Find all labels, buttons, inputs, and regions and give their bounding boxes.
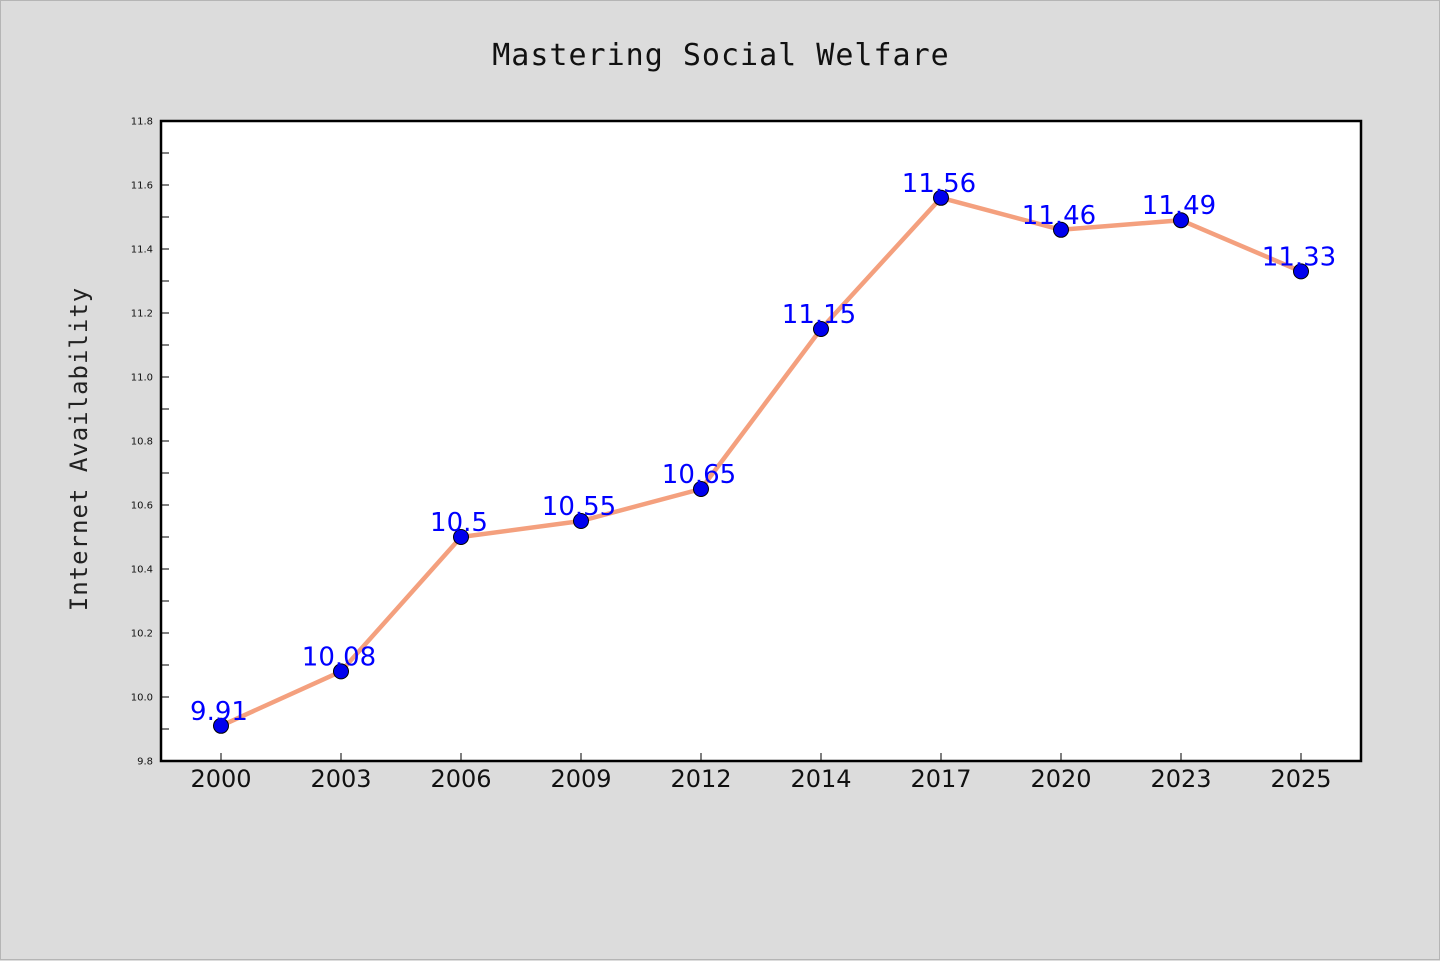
data-label: 10.55 bbox=[542, 492, 616, 522]
data-point bbox=[573, 513, 589, 529]
chart-title: Mastering Social Welfare bbox=[492, 38, 949, 73]
y-tick-label: 9.8 bbox=[137, 757, 153, 768]
data-label: 11.15 bbox=[782, 300, 856, 330]
y-axis-label: Internet Availability bbox=[65, 287, 93, 611]
data-label: 10.5 bbox=[430, 508, 488, 538]
y-tick-label: 10.8 bbox=[131, 437, 153, 448]
data-label: 10.08 bbox=[302, 642, 376, 672]
data-point bbox=[453, 529, 469, 545]
x-tick-label: 2009 bbox=[550, 765, 611, 793]
data-point bbox=[933, 189, 949, 206]
y-tick-label: 11.4 bbox=[131, 245, 153, 256]
y-axis: 9.8 10.0 10.2 10.4 10.6 10.8 11.0 11.2 11.4 11.6 1… bbox=[131, 117, 169, 768]
data-point bbox=[693, 481, 709, 497]
x-tick-label: 2017 bbox=[910, 765, 971, 793]
data-point bbox=[333, 663, 349, 680]
x-tick-label: 2003 bbox=[310, 765, 371, 793]
x-tick-label: 2006 bbox=[430, 765, 491, 793]
data-label: 9.91 bbox=[190, 697, 248, 727]
y-tick-label: 10.6 bbox=[131, 501, 153, 512]
x-tick-label: 2025 bbox=[1270, 765, 1331, 793]
y-tick-label: 11.0 bbox=[131, 373, 153, 384]
data-label: 11.46 bbox=[1022, 201, 1096, 231]
series-line bbox=[218, 195, 1304, 729]
data-label: 10.65 bbox=[662, 460, 736, 490]
data-point bbox=[1173, 212, 1189, 229]
y-tick-label: 11.2 bbox=[131, 309, 153, 320]
data-labels: 9.91 10.08 10.5 10.55 10.65 11.15 11.56 11.46 11… bbox=[190, 169, 1336, 727]
data-label: 11.49 bbox=[1142, 191, 1216, 221]
data-label: 11.56 bbox=[902, 169, 976, 199]
y-tick-label: 10.4 bbox=[131, 565, 153, 576]
data-label: 11.33 bbox=[1262, 242, 1336, 272]
x-tick-label: 2023 bbox=[1150, 765, 1211, 793]
data-point bbox=[813, 321, 829, 337]
series-layer bbox=[213, 189, 1309, 734]
data-point bbox=[213, 717, 229, 734]
y-tick-label: 10.2 bbox=[131, 629, 153, 640]
x-tick-label: 2000 bbox=[190, 765, 251, 793]
x-tick-label: 2020 bbox=[1030, 765, 1091, 793]
x-tick-label: 2012 bbox=[670, 765, 731, 793]
plot-area bbox=[159, 119, 1363, 763]
x-tick-label: 2014 bbox=[790, 765, 851, 793]
x-axis: 2000 2003 2006 2009 2012 2014 2017 2020 2023 2025 bbox=[190, 753, 1332, 793]
y-tick-label: 11.8 bbox=[131, 117, 153, 128]
y-tick-label: 10.0 bbox=[131, 693, 153, 704]
data-point bbox=[1293, 263, 1309, 280]
y-tick-label: 11.6 bbox=[131, 181, 153, 192]
data-point bbox=[1053, 221, 1069, 238]
